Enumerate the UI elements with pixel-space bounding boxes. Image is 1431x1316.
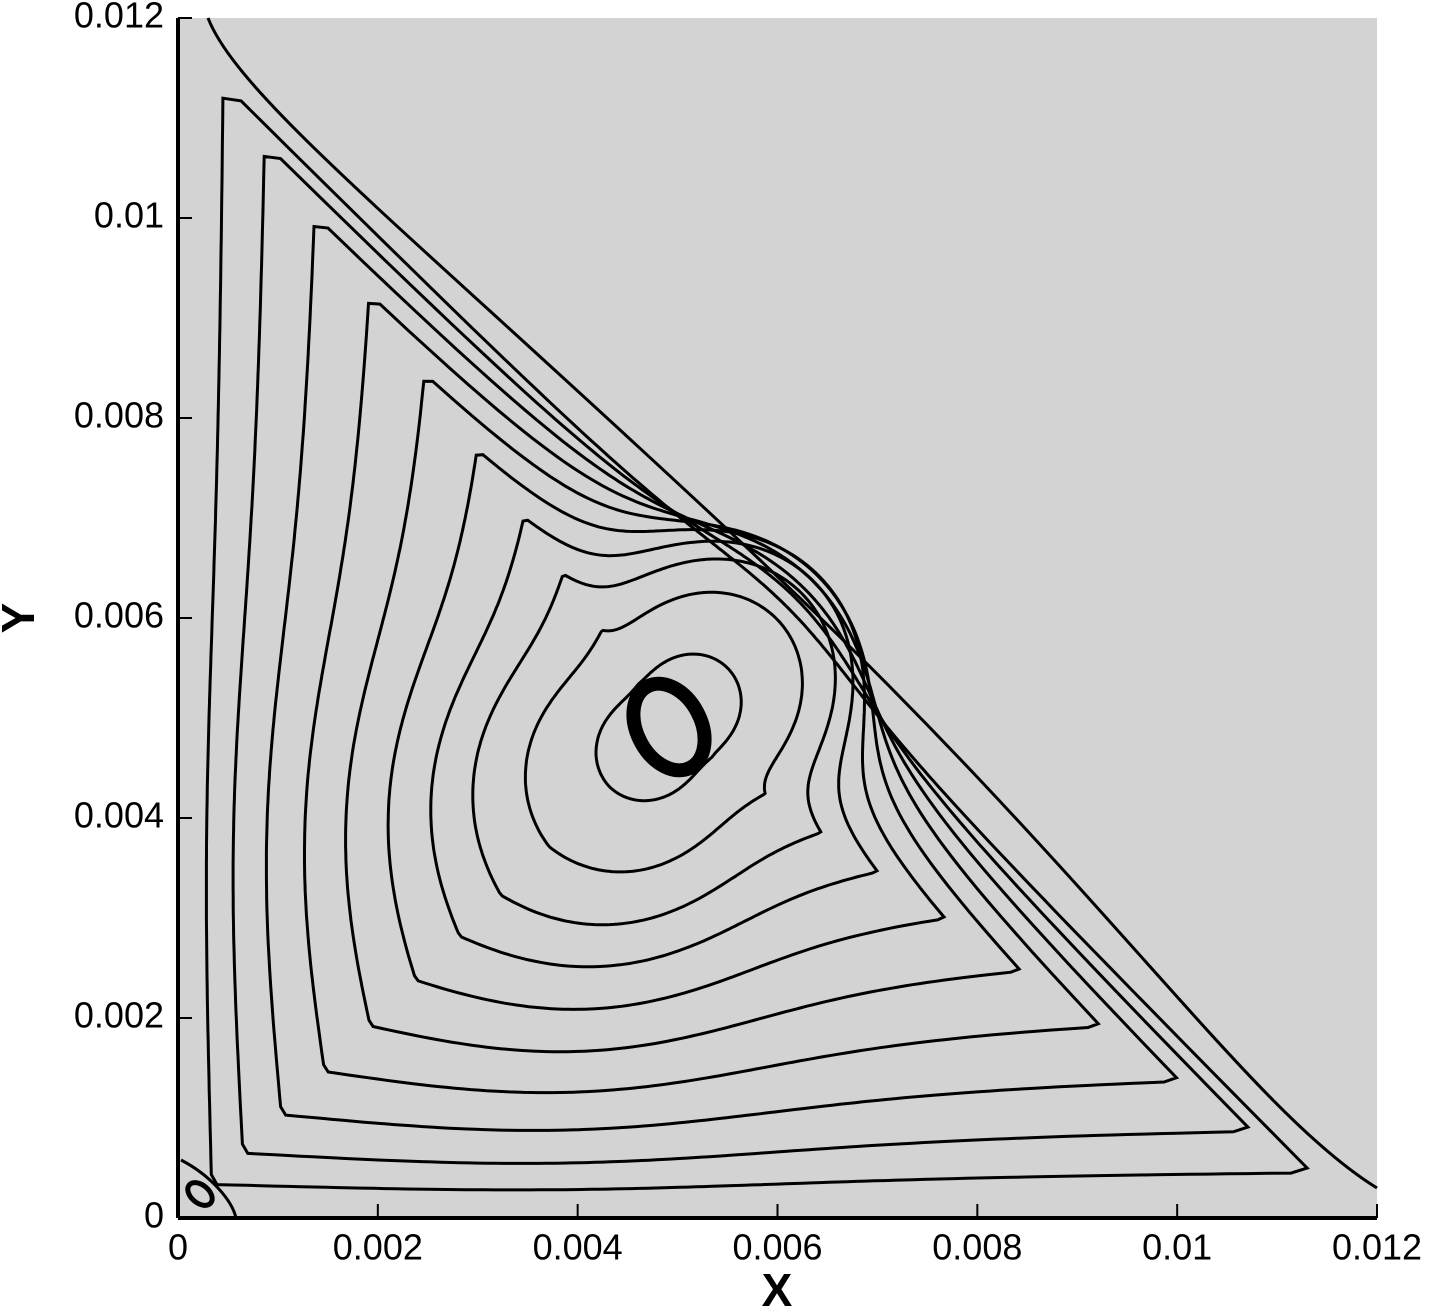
y-axis-title: Y <box>0 603 44 634</box>
y-tick-label: 0.01 <box>94 195 164 236</box>
y-tick-label: 0.002 <box>74 995 164 1036</box>
corner-vortex <box>185 1180 215 1208</box>
y-tick-label: 0.004 <box>74 795 164 836</box>
y-tick-label: 0.012 <box>74 0 164 36</box>
streamline <box>429 518 880 969</box>
streamline <box>180 1158 238 1219</box>
streamline <box>206 17 1378 1190</box>
y-tick-label: 0.006 <box>74 595 164 636</box>
streamline <box>231 154 1251 1165</box>
x-tick-label: 0.006 <box>732 1227 822 1268</box>
x-tick-label: 0 <box>168 1227 188 1268</box>
y-tick-label: 0 <box>144 1195 164 1236</box>
streamlines <box>180 17 1378 1219</box>
streamline <box>523 590 804 874</box>
streamline <box>344 379 1022 1054</box>
streamline <box>471 557 837 927</box>
streamline <box>204 96 1310 1192</box>
x-tick-label: 0.002 <box>333 1227 423 1268</box>
x-tick-label: 0.004 <box>533 1227 623 1268</box>
x-axis-title: X <box>762 1264 793 1316</box>
x-tick-label: 0.01 <box>1142 1227 1212 1268</box>
y-tick-label: 0.008 <box>74 395 164 436</box>
x-tick-label: 0.008 <box>932 1227 1022 1268</box>
streamline <box>303 301 1101 1095</box>
vortex-core <box>626 676 712 778</box>
x-tick-label: 0.012 <box>1332 1227 1422 1268</box>
streamline <box>264 224 1180 1132</box>
streamline <box>594 652 743 803</box>
